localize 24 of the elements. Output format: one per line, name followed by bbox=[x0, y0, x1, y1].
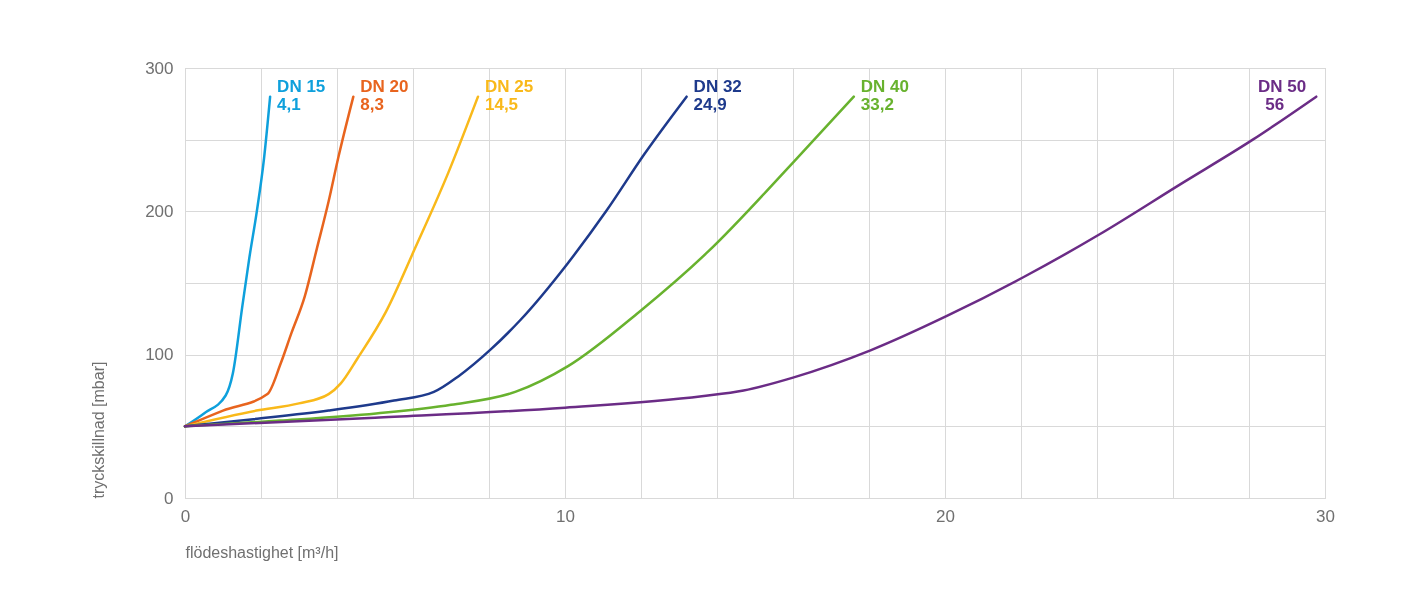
x-tick-label: 20 bbox=[936, 506, 955, 526]
annotation: 4,1 bbox=[277, 94, 301, 114]
x-axis-title: flödeshastighet [m³/h] bbox=[185, 543, 339, 561]
annotation: 14,5 bbox=[484, 94, 519, 114]
series-label: DN 25 bbox=[484, 76, 534, 96]
annotation: 8,3 bbox=[360, 94, 384, 114]
y-tick-label: 300 bbox=[145, 58, 174, 78]
series-label: DN 50 bbox=[1258, 76, 1307, 96]
annotation: 33,2 bbox=[860, 94, 894, 114]
line-series bbox=[183, 95, 355, 428]
series-label: DN 40 bbox=[860, 76, 909, 96]
series-label: DN 15 bbox=[277, 76, 326, 96]
x-tick-label: 30 bbox=[1316, 506, 1335, 526]
x-tick-label: 10 bbox=[556, 506, 575, 526]
series-label: DN 20 bbox=[360, 76, 409, 96]
x-tick-label: 0 bbox=[180, 506, 191, 526]
annotation: 24,9 bbox=[693, 94, 727, 114]
y-tick-label: 0 bbox=[164, 488, 174, 508]
y-axis-title: tryckskillnad [mbar] bbox=[90, 361, 108, 499]
series-label: DN 32 bbox=[693, 76, 742, 96]
line-series bbox=[183, 95, 1318, 428]
y-tick-label: 200 bbox=[145, 201, 174, 221]
y-tick-label: 100 bbox=[145, 345, 174, 365]
annotation: 56 bbox=[1265, 94, 1285, 114]
